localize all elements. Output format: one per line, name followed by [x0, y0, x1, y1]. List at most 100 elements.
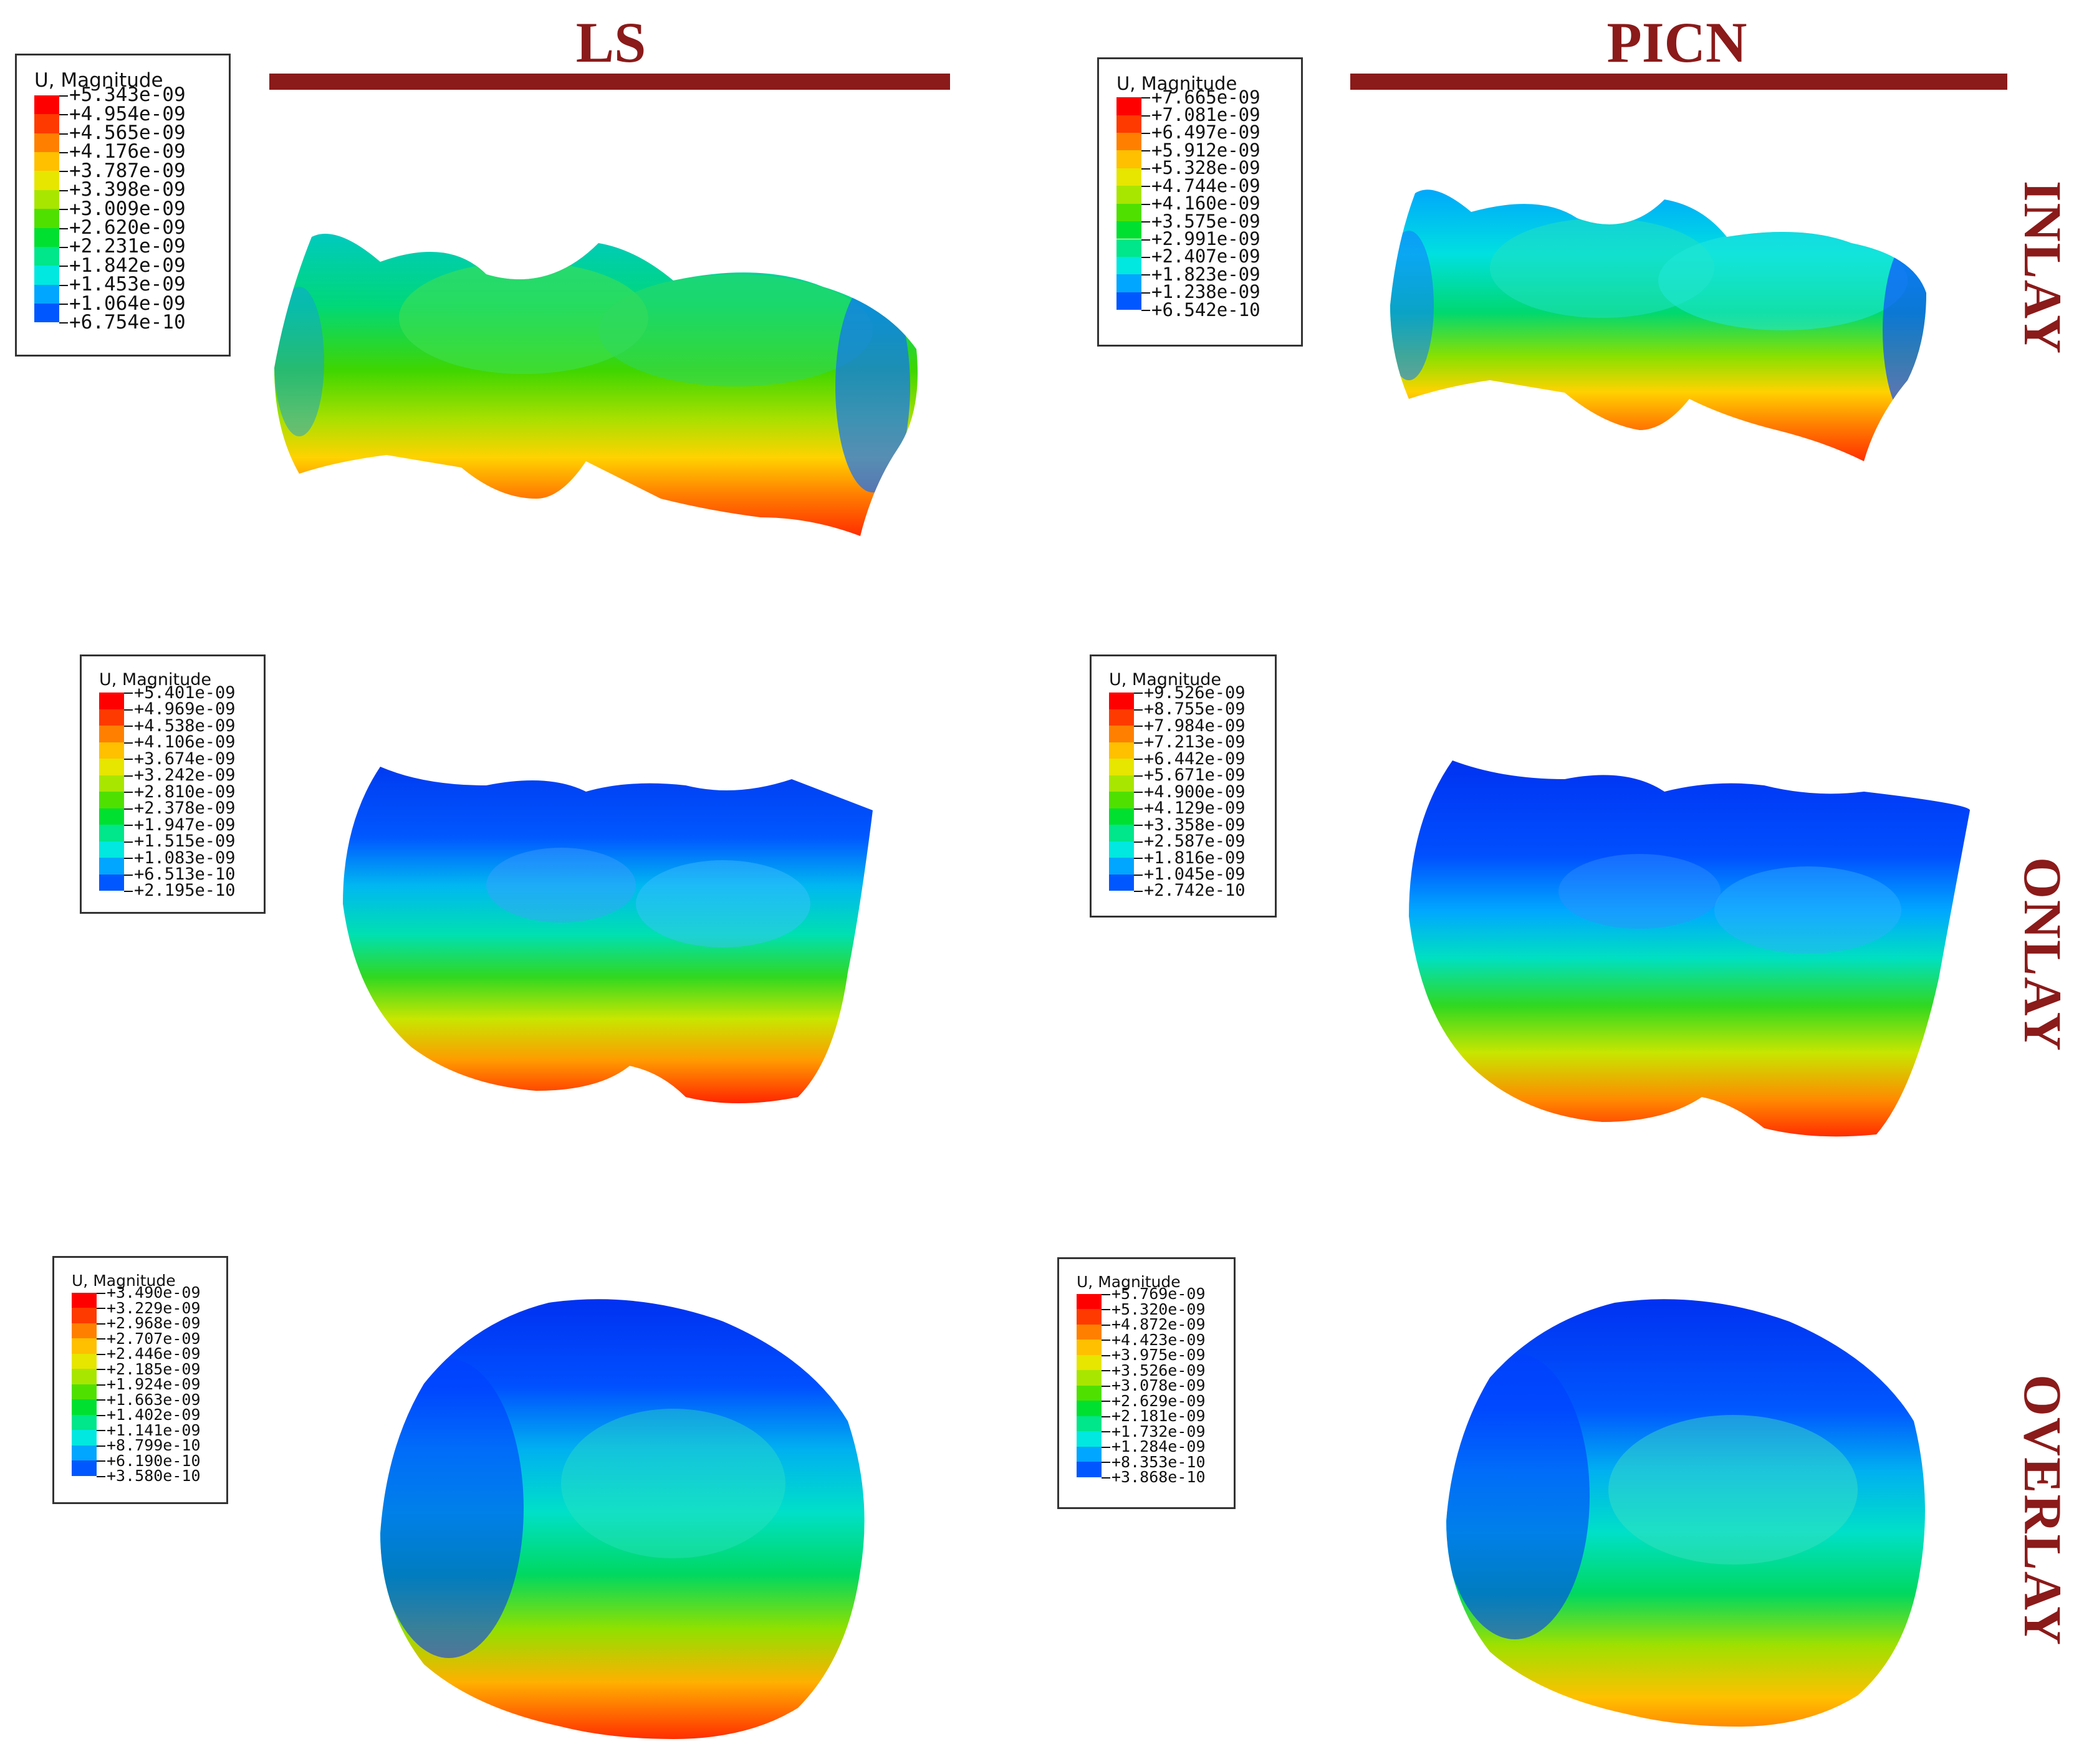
legend-color-swatch: [1077, 1462, 1102, 1477]
legend-tick: [1141, 97, 1150, 99]
legend-tick: [1134, 874, 1143, 876]
legend-color-swatch: [99, 775, 124, 792]
legend-tick: [59, 133, 68, 135]
legend-tick: [59, 189, 68, 191]
legend-tick: [59, 322, 68, 324]
legend-value: +3.575e-09: [1151, 210, 1260, 232]
legend-color-swatch: [1109, 858, 1134, 875]
legend-tick: [97, 1384, 105, 1386]
legend-tick: [1134, 825, 1143, 827]
column-bar-ls: [269, 74, 950, 90]
legend-value: +1.823e-09: [1151, 263, 1260, 285]
legend-color-swatch: [1077, 1293, 1102, 1310]
legend-tick: [124, 874, 133, 876]
legend-value: +1.515e-09: [134, 832, 236, 851]
legend-value: +6.442e-09: [1144, 749, 1246, 769]
legend-color-swatch: [34, 151, 59, 171]
legend-color-swatch: [34, 304, 59, 323]
legend-color-swatch: [1116, 221, 1141, 239]
legend-tick: [1102, 1309, 1110, 1311]
legend-value: +5.401e-09: [134, 683, 236, 702]
legend-color-swatch: [1109, 874, 1134, 891]
legend-tick: [97, 1292, 105, 1294]
legend-tick: [97, 1369, 105, 1371]
legend-value: +1.663e-09: [107, 1390, 201, 1409]
legend-color-swatch: [1109, 808, 1134, 825]
legend-color-swatch: [1077, 1324, 1102, 1340]
legend-value: +3.242e-09: [134, 765, 236, 785]
legend-color-swatch: [1116, 132, 1141, 151]
legend-color-swatch: [1116, 292, 1141, 310]
legend-color-swatch: [99, 808, 124, 825]
legend-color-swatch: [72, 1460, 97, 1476]
model-picn-onlay: [1409, 760, 1970, 1137]
legend-value: +3.009e-09: [69, 197, 186, 220]
legend-color-swatch: [99, 825, 124, 841]
legend-value: +1.453e-09: [69, 273, 186, 296]
legend-value: +3.229e-09: [107, 1298, 201, 1317]
legend-value: +1.924e-09: [107, 1375, 201, 1394]
legend-tick: [124, 890, 133, 892]
legend-tick: [97, 1323, 105, 1325]
legend-color-swatch: [1116, 239, 1141, 257]
legend-value: +2.629e-09: [1112, 1391, 1206, 1410]
legend-value: +2.185e-09: [107, 1359, 201, 1378]
legend-value: +3.490e-09: [107, 1283, 201, 1302]
legend-value: +2.991e-09: [1151, 228, 1260, 249]
legend-value: +4.129e-09: [1144, 798, 1246, 818]
legend-color-swatch: [1109, 742, 1134, 759]
legend-tick: [1134, 693, 1143, 694]
legend-value: +7.984e-09: [1144, 716, 1246, 736]
legend-tick: [124, 742, 133, 744]
legend-tick: [124, 693, 133, 694]
legend-color-swatch: [72, 1353, 97, 1369]
row-label-overlay: OVERLAY: [2013, 1374, 2073, 1647]
legend-color-swatch: [34, 171, 59, 190]
legend-color-swatch: [99, 759, 124, 775]
legend-title: U, Magnitude: [1116, 73, 1237, 94]
legend-color-swatch: [1109, 825, 1134, 841]
legend-value: +1.045e-09: [1144, 865, 1246, 884]
legend-value: +4.538e-09: [134, 716, 236, 736]
legend-tick: [1102, 1354, 1110, 1356]
legend-tick: [1141, 150, 1150, 152]
legend-value: +9.526e-09: [1144, 683, 1246, 702]
legend-color-swatch: [1116, 97, 1141, 115]
legend-value: +4.872e-09: [1112, 1315, 1206, 1334]
legend-tick: [59, 304, 68, 305]
model-ls-overlay: [380, 1299, 865, 1740]
legend-color-swatch: [1077, 1309, 1102, 1325]
legend-tick: [124, 858, 133, 860]
legend-value: +1.947e-09: [134, 815, 236, 835]
legend-value: +6.190e-10: [107, 1451, 201, 1470]
legend-tick: [97, 1460, 105, 1462]
legend-value: +3.358e-09: [1144, 815, 1246, 835]
legend-color-swatch: [99, 726, 124, 742]
legend-value: +2.378e-09: [134, 798, 236, 818]
legend-value: +5.912e-09: [1151, 139, 1260, 161]
row-label-inlay: INLAY: [2013, 181, 2073, 355]
legend-tick: [1102, 1293, 1110, 1295]
legend-tick: [59, 266, 68, 267]
legend-value: +2.707e-09: [107, 1329, 201, 1348]
legend-color-swatch: [72, 1414, 97, 1431]
legend-color-swatch: [72, 1292, 97, 1308]
legend-tick: [1102, 1416, 1110, 1417]
legend-color-swatch: [72, 1308, 97, 1323]
legend-value: +6.754e-10: [69, 310, 186, 333]
model-ls-onlay: [343, 767, 873, 1103]
legend-tick: [1102, 1340, 1110, 1341]
legend-color-swatch: [99, 841, 124, 858]
legend-tick: [59, 209, 68, 211]
legend-value: +7.213e-09: [1144, 732, 1246, 752]
legend-color-swatch: [34, 228, 59, 247]
legend-value: +3.787e-09: [69, 159, 186, 182]
legend-color-swatch: [1109, 726, 1134, 742]
legend-value: +4.900e-09: [1144, 782, 1246, 802]
legend-color-swatch: [1077, 1446, 1102, 1462]
legend-value: +2.231e-09: [69, 235, 186, 258]
legend-color-swatch: [1077, 1431, 1102, 1447]
legend-title: U, Magnitude: [1109, 670, 1221, 689]
legend-value: +3.398e-09: [69, 178, 186, 201]
legend-color-swatch: [34, 133, 59, 152]
